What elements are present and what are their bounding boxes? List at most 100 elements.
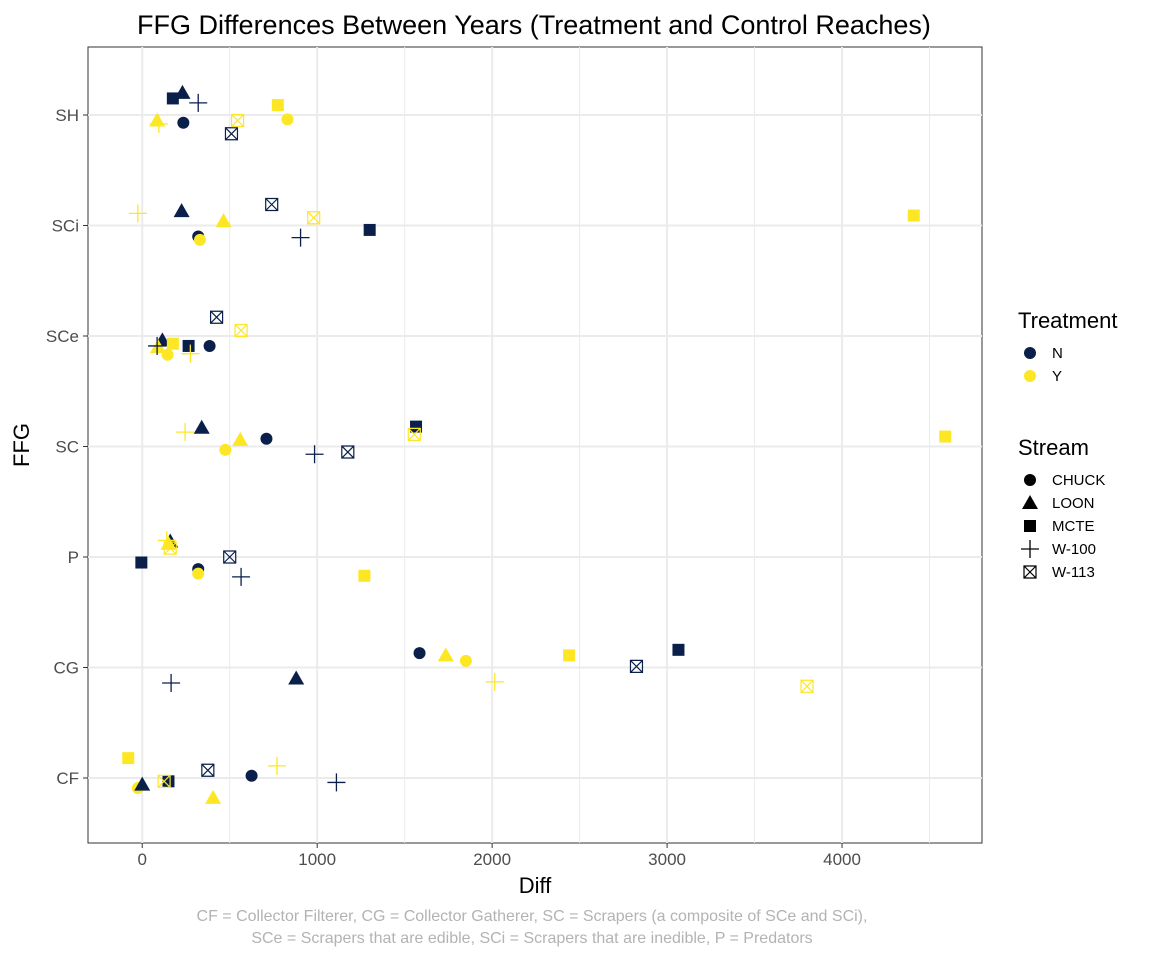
square-marker — [672, 643, 685, 656]
square-marker — [271, 99, 284, 112]
data-point — [245, 769, 258, 782]
plus-marker — [327, 773, 346, 792]
data-point — [201, 763, 215, 777]
box-x-marker — [265, 197, 279, 212]
data-point — [305, 445, 324, 464]
plus-marker — [128, 204, 147, 223]
box-x-marker — [341, 445, 355, 459]
square-marker — [182, 339, 195, 352]
y-axis-title: FFG — [9, 423, 34, 467]
triangle-marker — [215, 213, 232, 228]
triangle-marker — [149, 112, 166, 127]
legend-title-treatment: Treatment — [1018, 308, 1117, 333]
plus-marker — [291, 228, 310, 247]
x-axis-title: Diff — [519, 873, 552, 898]
box-x-marker — [230, 113, 245, 128]
box-x-marker — [157, 774, 171, 788]
data-point — [232, 431, 249, 446]
data-point — [181, 344, 200, 363]
box-x-marker — [407, 427, 421, 441]
data-point — [122, 752, 135, 765]
data-point — [232, 567, 251, 586]
data-point — [437, 647, 454, 662]
x-axis: 0 1000 2000 3000 4000 — [138, 843, 861, 869]
plus-marker — [148, 336, 167, 355]
data-point — [166, 92, 179, 105]
data-point — [166, 337, 179, 350]
data-point — [260, 432, 273, 445]
plus-marker — [267, 756, 286, 775]
data-point — [327, 773, 346, 792]
box-x-marker — [307, 211, 321, 225]
data-points — [122, 84, 952, 804]
legend-key-loon — [1022, 495, 1038, 509]
data-point — [157, 774, 171, 788]
box-x-marker — [201, 763, 215, 777]
triangle-marker — [437, 647, 454, 662]
triangle-marker — [205, 789, 222, 804]
chart-title: FFG Differences Between Years (Treatment… — [137, 10, 931, 40]
plus-marker — [485, 672, 504, 691]
legend-label: W-100 — [1052, 541, 1096, 558]
data-point — [281, 113, 294, 126]
square-marker — [122, 752, 135, 765]
data-point — [265, 197, 279, 212]
circle-marker — [177, 116, 190, 129]
square-marker — [166, 92, 179, 105]
data-point — [173, 203, 190, 218]
y-axis: CF CG P SC SCe SCi SH — [46, 106, 88, 788]
data-point — [149, 112, 166, 127]
y-tick-label: P — [68, 548, 79, 567]
circle-marker — [193, 233, 206, 246]
data-point — [162, 673, 181, 692]
square-marker — [907, 209, 920, 222]
circle-marker — [413, 647, 426, 660]
x-tick-label: 3000 — [648, 850, 686, 869]
box-x-marker — [224, 127, 239, 141]
data-point — [485, 672, 504, 691]
data-point — [219, 443, 232, 456]
y-tick-label: SC — [55, 438, 79, 457]
square-marker — [363, 223, 376, 236]
square-marker — [358, 569, 371, 582]
triangle-marker — [232, 431, 249, 446]
box-x-marker — [629, 659, 644, 673]
data-point — [288, 670, 305, 685]
circle-marker — [281, 113, 294, 126]
legend-label: W-113 — [1052, 564, 1095, 581]
data-point — [149, 114, 168, 133]
caption-line: SCe = Scrapers that are edible, SCi = Sc… — [251, 930, 813, 947]
square-marker — [135, 556, 148, 569]
triangle-marker — [193, 419, 210, 434]
square-marker — [563, 649, 576, 662]
plus-marker — [162, 673, 181, 692]
legend-label: Y — [1052, 368, 1062, 385]
data-point — [148, 336, 167, 355]
legend-label: CHUCK — [1052, 472, 1105, 489]
triangle-marker — [1022, 495, 1038, 509]
data-point — [234, 323, 248, 338]
data-point — [163, 541, 177, 555]
x-tick-label: 1000 — [298, 850, 336, 869]
data-point — [215, 213, 232, 228]
data-point — [341, 445, 355, 459]
data-point — [134, 776, 151, 791]
plus-marker — [305, 445, 324, 464]
plus-marker — [181, 344, 200, 363]
legend-key-w-100 — [1021, 540, 1039, 558]
plus-marker — [149, 114, 168, 133]
box-x-marker — [1023, 565, 1037, 579]
box-x-marker — [209, 310, 224, 324]
data-point — [629, 659, 644, 673]
circle-marker — [1024, 474, 1036, 486]
legend-key-n — [1024, 347, 1036, 359]
legend: Treatment NY Stream CHUCK LOON MCTE W-100 W-113 — [1018, 308, 1117, 581]
plus-marker — [1021, 540, 1039, 558]
data-point — [205, 789, 222, 804]
data-point — [230, 113, 245, 128]
y-tick-label: CF — [56, 769, 79, 788]
y-tick-label: SCi — [52, 217, 79, 236]
data-point — [193, 419, 210, 434]
data-point — [563, 649, 576, 662]
box-x-marker — [800, 679, 814, 693]
